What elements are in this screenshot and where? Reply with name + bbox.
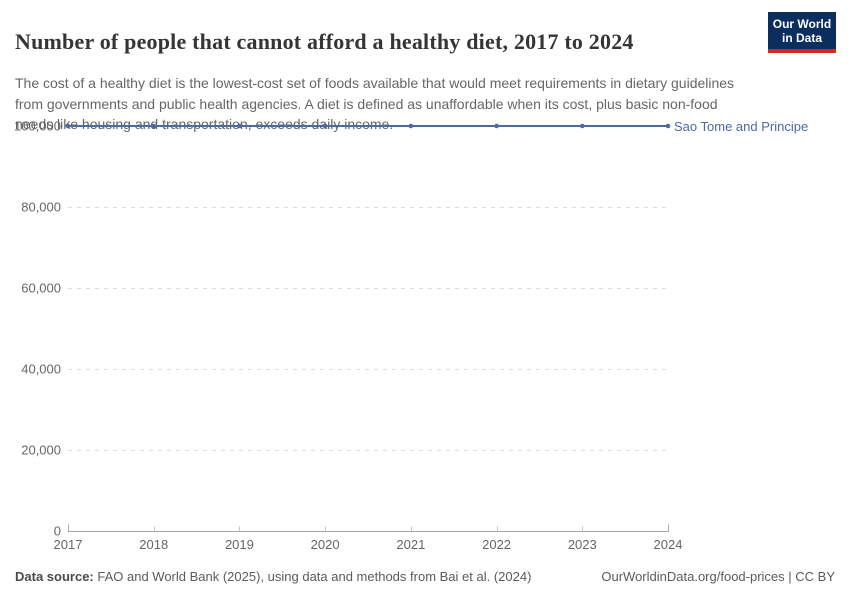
data-point [322,123,328,129]
owid-logo-line2: in Data [781,31,822,45]
x-tick-label: 2024 [654,537,683,552]
data-point [494,123,499,129]
chart-footer: Data source: FAO and World Bank (2025), … [0,567,850,591]
x-tick-label: 2022 [482,537,511,552]
y-tick-label: 80,000 [21,200,61,215]
x-tick-label: 2019 [225,537,254,552]
data-source-note: Data source: FAO and World Bank (2025), … [15,569,531,584]
chart-subtitle: The cost of a healthy diet is the lowest… [15,75,735,132]
owid-logo-line1: Our World [772,17,832,31]
data-point [665,123,671,129]
data-point [579,123,585,129]
y-tick-label: 100,000 [14,119,61,134]
y-tick-label: 0 [54,524,61,539]
data-source-text: FAO and World Bank (2025), using data an… [93,569,532,584]
license-note: OurWorldinData.org/food-prices | CC BY [601,569,835,584]
data-source-label: Data source: [15,569,94,584]
series-label: Sao Tome and Principe [674,119,809,134]
x-tick-label: 2018 [139,537,168,552]
y-tick-label: 40,000 [21,362,61,377]
x-tick-label: 2023 [568,537,597,552]
data-point [237,123,242,129]
x-tick-label: 2021 [396,537,425,552]
x-tick-label: 2020 [311,537,340,552]
y-tick-label: 20,000 [21,443,61,458]
x-tick-label: 2017 [54,537,83,552]
chart-title: Number of people that cannot afford a he… [15,28,634,54]
data-point [65,123,71,129]
data-point [408,123,414,129]
owid-logo: Our World in Data [768,12,836,53]
data-point [151,123,157,129]
y-tick-label: 60,000 [21,281,61,296]
